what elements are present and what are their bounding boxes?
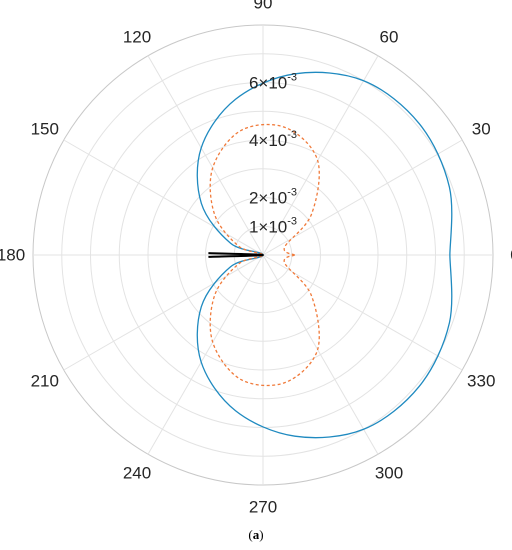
angle-tick-label: 120	[123, 27, 151, 46]
angle-tick-label: 0	[510, 246, 512, 265]
radial-tick-label: 4×10-3	[249, 129, 297, 150]
angle-tick-label: 180	[0, 246, 25, 265]
angular-grid-spoke	[147, 254, 264, 455]
polar-plot: 0 30 60 90 120 150 180 210 240 270 300 330 1×10-3 2×1…	[0, 0, 512, 517]
angular-grid-spoke	[63, 139, 264, 256]
angle-tick-label: 30	[472, 120, 491, 139]
radial-tick-label: 6×10-3	[249, 72, 297, 93]
caption-letter: a	[252, 527, 260, 542]
angular-grid-spoke	[262, 254, 463, 371]
series-line-3	[208, 252, 264, 258]
series-line-2	[209, 123, 320, 387]
radial-tick-label: 1×10-3	[249, 215, 297, 236]
angular-grid-spoke	[262, 139, 463, 256]
angle-tick-label: 90	[254, 0, 273, 13]
angle-tick-label: 270	[249, 498, 277, 517]
angle-tick-label: 300	[375, 464, 403, 483]
angular-grid-spoke	[262, 254, 379, 455]
angle-tick-label: 330	[467, 372, 495, 391]
figure-caption: (a)	[248, 527, 264, 542]
angle-tick-label: 60	[380, 27, 399, 46]
angular-grid-spoke	[147, 55, 264, 256]
radial-tick-label: 2×10-3	[249, 187, 297, 208]
angle-tick-label: 150	[31, 120, 59, 139]
angular-grid-spoke	[63, 254, 264, 371]
angle-tick-label: 210	[31, 372, 59, 391]
angle-tick-label: 240	[123, 464, 151, 483]
angular-grid-spoke	[262, 55, 379, 256]
